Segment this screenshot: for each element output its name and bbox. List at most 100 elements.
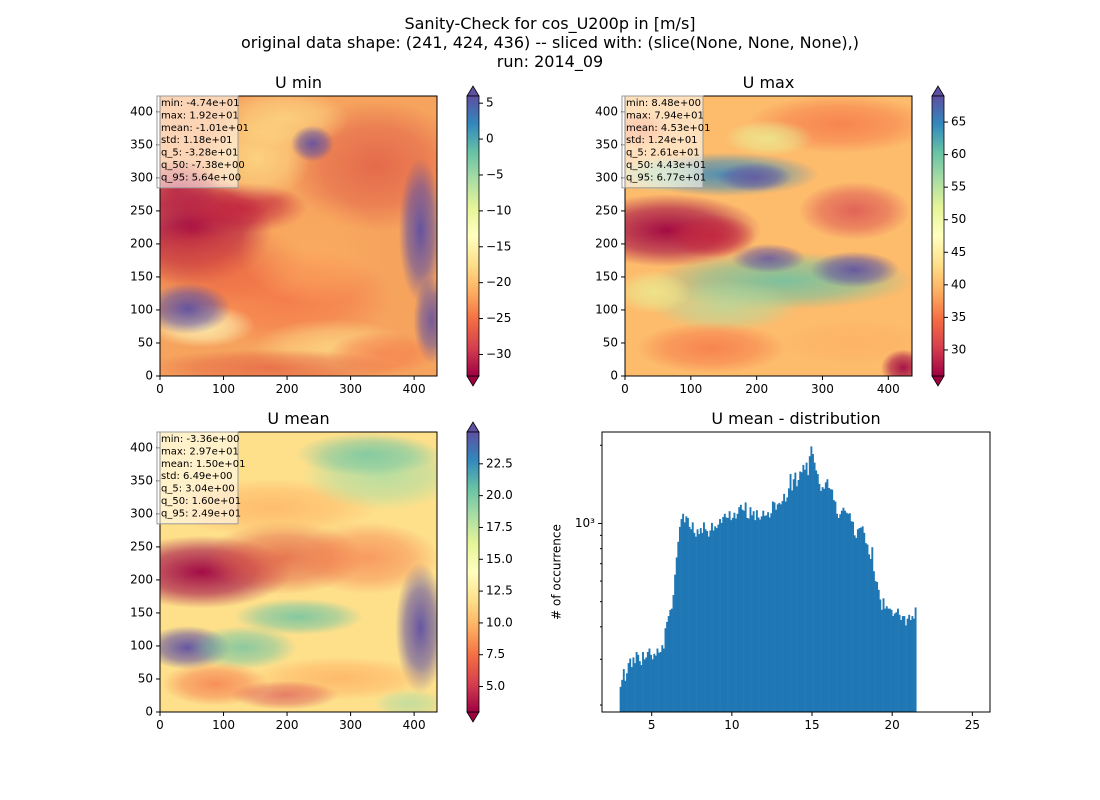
histogram-bar bbox=[869, 558, 872, 712]
histogram-bar bbox=[778, 502, 781, 712]
histogram-bar bbox=[839, 514, 842, 712]
histogram-bar bbox=[627, 663, 630, 712]
histogram-bar bbox=[823, 488, 826, 712]
x-tick-label-0: 0 bbox=[621, 382, 629, 396]
histogram-bar bbox=[725, 517, 728, 712]
x-tick-label-100: 100 bbox=[679, 382, 702, 396]
histogram-bar bbox=[775, 509, 778, 712]
histogram-bar bbox=[701, 532, 704, 712]
histogram-bar bbox=[712, 530, 715, 712]
histogram-bar bbox=[765, 515, 768, 712]
histogram-bar bbox=[789, 474, 792, 712]
figure-title-line-3: run: 2014_09 bbox=[497, 52, 603, 72]
histogram-bar bbox=[872, 571, 875, 712]
histogram-bar bbox=[754, 520, 757, 712]
x-tick-label-25: 25 bbox=[965, 718, 980, 732]
histogram-bar bbox=[898, 614, 901, 712]
panel-u-max: U max 0 100 200 300 400 0 50 100 150 200 250 300 350 4… bbox=[595, 73, 966, 396]
axes-frame bbox=[624, 95, 913, 377]
histogram-bar bbox=[714, 526, 717, 712]
histogram-bar bbox=[666, 621, 669, 712]
histogram-bar bbox=[698, 534, 701, 712]
histogram-bar bbox=[856, 529, 859, 712]
histogram-bar bbox=[739, 504, 742, 712]
histogram-bar bbox=[669, 609, 672, 712]
histogram-bar bbox=[675, 557, 678, 712]
histogram-bar bbox=[751, 515, 754, 712]
histogram-bar bbox=[844, 510, 847, 712]
y-tick-label-400: 400 bbox=[130, 440, 153, 454]
colorbar-tick-label-5: 5 bbox=[486, 96, 494, 110]
x-tick-label-15: 15 bbox=[804, 718, 819, 732]
histogram-bar bbox=[661, 645, 664, 712]
stats-box-frame bbox=[156, 431, 239, 525]
histogram-bar bbox=[648, 648, 651, 712]
panel-title: U mean bbox=[267, 409, 329, 428]
histogram-bar bbox=[741, 509, 744, 712]
x-tick-label-200: 200 bbox=[276, 382, 299, 396]
histogram-bar bbox=[837, 517, 840, 712]
y-tick-label-100: 100 bbox=[595, 302, 618, 316]
histogram-bar bbox=[829, 489, 832, 712]
y-tick-label-300: 300 bbox=[130, 506, 153, 520]
histogram-bar bbox=[797, 480, 800, 712]
histogram-bar bbox=[767, 512, 770, 712]
histogram-bar bbox=[852, 521, 855, 712]
histogram-bar bbox=[728, 511, 731, 712]
histogram-bar bbox=[863, 532, 866, 712]
colorbar-tick-label-7-5: 7.5 bbox=[486, 647, 505, 661]
histogram-bar bbox=[804, 469, 806, 712]
histogram-bar bbox=[821, 487, 824, 712]
histogram-bar bbox=[719, 519, 721, 712]
histogram-bar bbox=[759, 519, 762, 712]
x-tick-label-400: 400 bbox=[403, 718, 426, 732]
histogram-bar bbox=[637, 654, 640, 712]
histogram-bar bbox=[746, 517, 749, 712]
histogram-bar bbox=[831, 489, 834, 712]
histogram-bar bbox=[619, 686, 622, 712]
y-tick-label-150: 150 bbox=[130, 605, 153, 619]
colorbar-tick-label-17-5: 17.5 bbox=[486, 520, 513, 534]
histogram-bar bbox=[680, 519, 683, 712]
histogram-bar bbox=[642, 652, 644, 712]
histogram-bar bbox=[664, 628, 667, 712]
histogram-bar bbox=[860, 527, 863, 712]
stats-line-min: min: -3.36e+00 bbox=[161, 434, 240, 445]
colorbar-tick-label-60: 60 bbox=[951, 147, 966, 161]
stats-line-std: std: 1.18e+01 bbox=[161, 135, 233, 146]
y-tick-label-150: 150 bbox=[130, 269, 153, 283]
x-tick-label-300: 300 bbox=[811, 382, 834, 396]
histogram-bar bbox=[691, 522, 694, 712]
colorbar-gradient bbox=[931, 95, 945, 377]
histogram-bar bbox=[779, 504, 782, 712]
y-tick-label-300: 300 bbox=[130, 170, 153, 184]
colorbar-extend-min bbox=[931, 375, 945, 387]
histogram-bar bbox=[694, 536, 697, 712]
stats-line-q-5: q_5: 2.61e+01 bbox=[626, 148, 700, 159]
colorbar-extend-min bbox=[466, 375, 480, 387]
stats-line-max: max: 2.97e+01 bbox=[161, 446, 239, 457]
colorbar-extend-max bbox=[466, 85, 480, 97]
histogram-bar bbox=[645, 657, 648, 712]
histogram-bar bbox=[686, 517, 689, 712]
y-tick-label-0: 0 bbox=[145, 705, 153, 719]
y-tick-label-0: 0 bbox=[145, 369, 153, 383]
histogram-bar bbox=[626, 673, 628, 712]
histogram-bar bbox=[738, 507, 741, 712]
x-tick-label-10: 10 bbox=[724, 718, 739, 732]
x-tick-label-400: 400 bbox=[877, 382, 900, 396]
stats-line-q-95: q_95: 6.77e+01 bbox=[626, 172, 706, 183]
histogram-bar bbox=[832, 500, 835, 712]
histogram-bar bbox=[711, 522, 713, 712]
histogram-bar bbox=[670, 608, 673, 712]
histogram-bar bbox=[624, 680, 627, 712]
histogram-bar bbox=[826, 479, 829, 712]
stats-line-q-50: q_50: 1.60e+01 bbox=[161, 496, 241, 507]
histogram-bar bbox=[802, 464, 805, 712]
histogram-bar bbox=[901, 616, 904, 712]
histogram-bar bbox=[651, 659, 654, 712]
panel-u-mean: U mean 0 100 200 300 400 0 50 100 150 200 250 300 350… bbox=[130, 409, 513, 732]
